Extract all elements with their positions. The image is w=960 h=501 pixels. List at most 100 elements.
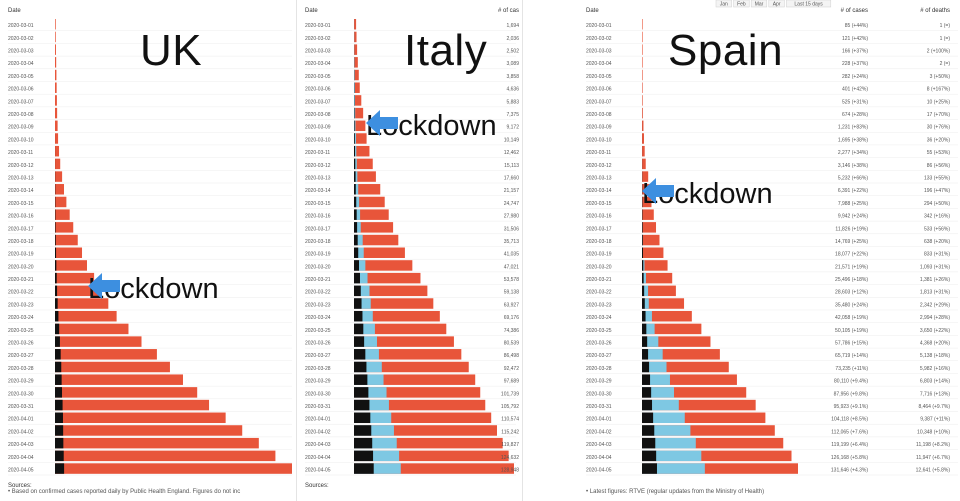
deaths-bar [642,272,644,284]
deaths-bar [354,463,374,474]
cases-value-label: 85 (+44%) [845,23,869,29]
cases-bar [354,361,469,373]
date-tick-label: 2020-03-15 [8,201,34,207]
cases-bar [642,349,720,360]
deaths-bar [354,222,358,233]
italy-chart: Date # of cas Sources: 2020-03-01 1,694 2020-… [305,8,520,489]
cases-bar [354,463,514,474]
cases-bar [642,437,784,449]
cases-bar [642,374,737,385]
date-tick-label: 2020-03-13 [586,175,612,181]
cases-value-label: 59,138 [504,290,520,296]
cases-bar [642,120,644,132]
deaths-bar [354,412,371,424]
cases-value-label: 41,035 [504,252,520,258]
cases-bar [354,437,503,449]
arrow-left-icon [88,273,120,299]
cases-value-label: 21,571 (+19%) [835,264,868,270]
date-tick-label: 2020-03-19 [8,252,34,258]
deaths-value-label: 1 (=) [940,36,951,42]
cases-value-label: 97,689 [504,379,520,385]
deaths-bar [642,310,646,322]
deaths-bar [642,387,652,398]
cases-bar [55,260,87,271]
cases-bar [55,349,157,360]
cases-bar [354,69,359,81]
date-tick-label: 2020-03-07 [305,99,331,105]
cases-value-label: 1,694 [506,23,519,29]
cases-value-label: 73,235 (+11%) [835,366,868,372]
deaths-value-label: 833 (+31%) [924,252,950,258]
date-tick-label: 2020-03-13 [305,175,331,181]
period-button[interactable] [715,0,732,8]
deaths-column-header: # of deaths [920,8,950,14]
spain-footnote: • Latest figures: RTVE (regular updates … [586,489,765,495]
cases-value-label: 87,956 (+9.8%) [834,391,869,397]
date-column-header: Date [8,8,21,14]
deaths-value-label: 17 (+70%) [927,112,951,118]
cases-bar [55,425,243,436]
date-tick-label: 2020-04-04 [586,455,612,461]
cases-value-label: 24,747 [504,201,520,207]
period-button-label: Mar [755,2,764,8]
date-tick-label: 2020-03-11 [8,150,33,156]
period-button[interactable] [750,0,768,8]
date-tick-label: 2020-03-28 [305,366,331,372]
period-button[interactable] [733,0,750,8]
deaths-value-label: 36 (+20%) [927,137,951,143]
deaths-value-label: 10,348 (+10%) [917,429,950,435]
cases-value-label: 104,118 (+8.5%) [831,417,868,423]
cases-bar [354,196,385,208]
recoveries-bar [642,349,663,360]
date-tick-label: 2020-03-02 [305,36,331,42]
deaths-bar [354,323,364,335]
period-button-label: Feb [737,2,746,8]
cases-bar [354,209,389,220]
date-tick-label: 2020-03-05 [305,74,331,80]
deaths-bar [642,336,648,347]
deaths-value-label: 8,464 (+9.7%) [918,404,950,410]
period-button[interactable] [786,0,832,8]
cases-bar [55,247,83,258]
date-tick-label: 2020-03-29 [8,379,34,385]
deaths-bar [642,222,643,233]
date-tick-label: 2020-03-03 [305,49,331,55]
cases-bar [642,234,660,246]
uk-lockdown-annotation: Lockdown [88,273,219,306]
cases-bar [55,272,95,284]
uk-title: UK [140,26,203,75]
cases-value-label: 112,065 (+7.6%) [831,429,868,435]
date-tick-label: 2020-03-24 [586,315,612,321]
deaths-bar [55,361,62,373]
cases-bar [354,336,454,347]
deaths-value-label: 196 (+47%) [924,188,950,194]
date-tick-label: 2020-03-26 [305,341,331,347]
cases-value-label: 3,146 (+38%) [838,163,868,169]
period-button[interactable] [768,0,785,8]
cases-bar [354,95,362,106]
cases-bar [642,145,645,157]
recoveries-bar [354,69,355,81]
date-tick-label: 2020-03-01 [8,23,34,29]
recoveries-bar [354,450,400,462]
date-tick-label: 2020-03-20 [305,264,331,270]
deaths-bar [55,450,64,462]
recoveries-bar [642,437,696,449]
cases-bar [642,361,729,373]
date-tick-label: 2020-03-10 [305,137,331,143]
cases-bar [642,171,649,182]
date-tick-label: 2020-03-02 [586,36,612,42]
cases-value-label: 63,927 [504,302,520,308]
deaths-value-label: 294 (+50%) [924,201,950,207]
date-tick-label: 2020-03-23 [586,302,612,308]
date-tick-label: 2020-03-18 [305,239,331,245]
cases-value-label: 31,506 [504,226,520,232]
date-tick-label: 2020-04-02 [586,429,612,435]
recoveries-bar [354,133,357,144]
period-button-label: Apr [773,2,781,8]
cases-value-label: 119,827 [501,442,519,448]
deaths-value-label: 55 (+53%) [927,150,951,156]
deaths-bar [642,463,657,474]
cases-value-label: 6,391 (+22%) [838,188,868,194]
cases-bar [55,374,183,385]
